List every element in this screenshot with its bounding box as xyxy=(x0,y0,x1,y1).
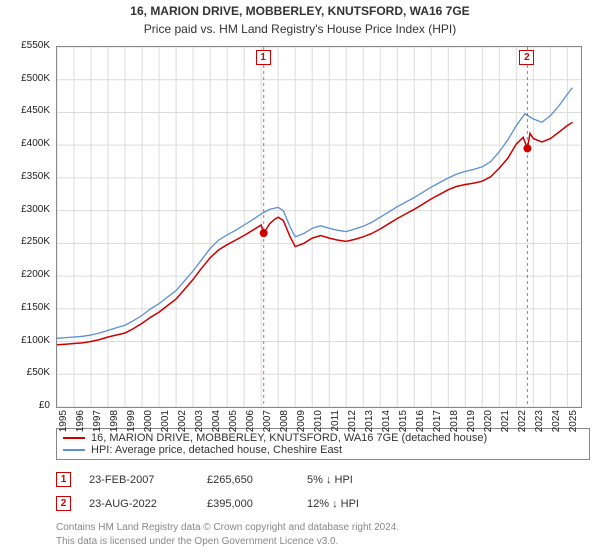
x-tick-label: 2004 xyxy=(211,410,222,438)
x-tick-label: 2017 xyxy=(432,410,443,438)
annotation-price-1: £265,650 xyxy=(207,474,307,486)
x-tick-label: 2020 xyxy=(483,410,494,438)
y-tick-label: £250K xyxy=(0,236,50,247)
chart-subtitle: Price paid vs. HM Land Registry's House … xyxy=(0,22,600,36)
legend-item-2: HPI: Average price, detached house, Ches… xyxy=(63,444,583,456)
annotation-row-1: 1 23-FEB-2007 £265,650 5% ↓ HPI xyxy=(56,472,353,487)
annotation-date-2: 23-AUG-2022 xyxy=(89,498,207,510)
x-tick-label: 2005 xyxy=(228,410,239,438)
x-tick-label: 2023 xyxy=(534,410,545,438)
x-tick-label: 2015 xyxy=(398,410,409,438)
marker-label-2: 2 xyxy=(519,50,534,65)
x-tick-label: 2013 xyxy=(364,410,375,438)
x-tick-label: 1998 xyxy=(109,410,120,438)
x-tick-label: 1996 xyxy=(75,410,86,438)
y-tick-label: £500K xyxy=(0,73,50,84)
y-tick-label: £200K xyxy=(0,269,50,280)
x-tick-label: 2014 xyxy=(381,410,392,438)
x-tick-label: 2021 xyxy=(500,410,511,438)
x-tick-label: 2009 xyxy=(296,410,307,438)
x-tick-label: 2024 xyxy=(551,410,562,438)
annotation-box-2: 2 xyxy=(56,496,71,511)
annotation-delta-1: 5% ↓ HPI xyxy=(307,474,353,486)
x-tick-label: 2016 xyxy=(415,410,426,438)
y-tick-label: £550K xyxy=(0,40,50,51)
annotation-box-1: 1 xyxy=(56,472,71,487)
x-tick-label: 2001 xyxy=(160,410,171,438)
x-tick-label: 2022 xyxy=(517,410,528,438)
legend-label-2: HPI: Average price, detached house, Ches… xyxy=(91,444,342,456)
x-tick-label: 2008 xyxy=(279,410,290,438)
y-tick-label: £150K xyxy=(0,302,50,313)
y-tick-label: £400K xyxy=(0,138,50,149)
legend-swatch-2 xyxy=(63,449,85,452)
y-tick-label: £0 xyxy=(0,400,50,411)
x-tick-label: 2019 xyxy=(466,410,477,438)
chart-svg xyxy=(57,47,581,407)
x-tick-label: 2006 xyxy=(245,410,256,438)
annotation-row-2: 2 23-AUG-2022 £395,000 12% ↓ HPI xyxy=(56,496,359,511)
x-tick-label: 2007 xyxy=(262,410,273,438)
annotation-date-1: 23-FEB-2007 xyxy=(89,474,207,486)
footer-line-1: Contains HM Land Registry data © Crown c… xyxy=(56,522,399,533)
marker-label-1: 1 xyxy=(256,50,271,65)
y-tick-label: £50K xyxy=(0,367,50,378)
x-tick-label: 2003 xyxy=(194,410,205,438)
x-tick-label: 1999 xyxy=(126,410,137,438)
chart-title: 16, MARION DRIVE, MOBBERLEY, KNUTSFORD, … xyxy=(0,4,600,18)
x-tick-label: 1997 xyxy=(92,410,103,438)
x-tick-label: 1995 xyxy=(58,410,69,438)
x-tick-label: 2000 xyxy=(143,410,154,438)
x-tick-label: 2025 xyxy=(568,410,579,438)
series-line xyxy=(57,88,573,339)
y-tick-label: £350K xyxy=(0,171,50,182)
x-tick-label: 2012 xyxy=(347,410,358,438)
y-tick-label: £450K xyxy=(0,105,50,116)
x-tick-label: 2011 xyxy=(330,410,341,438)
y-tick-label: £300K xyxy=(0,204,50,215)
annotation-price-2: £395,000 xyxy=(207,498,307,510)
y-tick-label: £100K xyxy=(0,335,50,346)
plot-area xyxy=(56,46,582,408)
x-tick-label: 2018 xyxy=(449,410,460,438)
x-tick-label: 2010 xyxy=(313,410,324,438)
annotation-delta-2: 12% ↓ HPI xyxy=(307,498,359,510)
x-tick-label: 2002 xyxy=(177,410,188,438)
footer-line-2: This data is licensed under the Open Gov… xyxy=(56,536,338,547)
